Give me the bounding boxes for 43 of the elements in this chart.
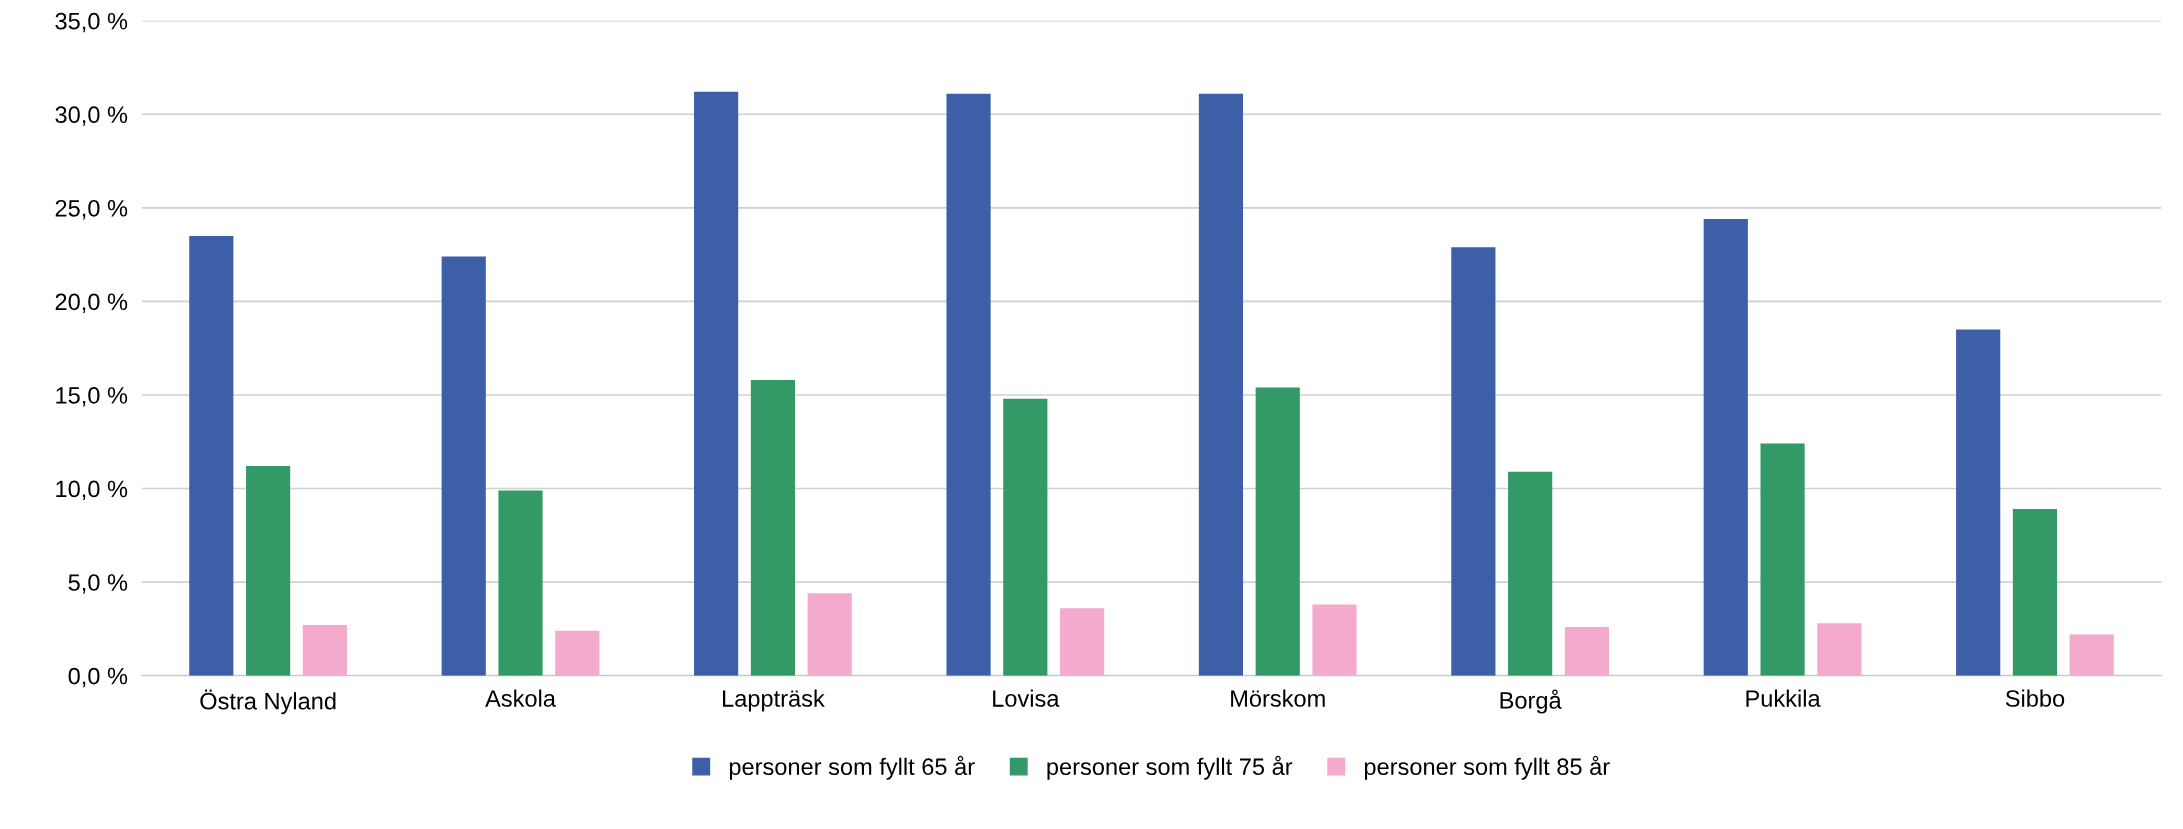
- bar: [694, 91, 739, 676]
- y-tick-label: 35,0 %: [55, 12, 128, 33]
- bar: [2069, 634, 2114, 676]
- y-tick-label: 25,0 %: [55, 199, 128, 220]
- bar: [246, 466, 291, 676]
- bar: [1255, 387, 1300, 676]
- y-tick-label: 20,0 %: [55, 293, 128, 313]
- x-tick-label: Borgå: [1500, 689, 1562, 714]
- x-tick-label: Mörskom: [1231, 689, 1325, 707]
- bar: [1003, 398, 1048, 676]
- bar: [189, 235, 234, 676]
- bar: [555, 630, 600, 676]
- legend-label: personer som fyllt 65 år: [729, 755, 975, 780]
- legend-label: personer som fyllt 85 år: [1364, 755, 1610, 780]
- bar: [498, 490, 543, 676]
- x-tick-label: Lovisa: [993, 689, 1060, 707]
- bar: [2012, 509, 2058, 676]
- bar: [946, 93, 991, 676]
- y-tick-label: 0,0 %: [68, 667, 128, 688]
- x-tick-label: Östra Nyland: [200, 689, 336, 715]
- bar: [1703, 219, 1748, 676]
- bar: [1312, 604, 1357, 676]
- x-tick-label: Pukkila: [1746, 689, 1821, 707]
- y-tick-label: 15,0 %: [56, 387, 128, 407]
- y-tick-label: 10,0 %: [56, 480, 128, 501]
- x-tick-label: Askola: [485, 689, 556, 707]
- bar: [1564, 626, 1610, 676]
- y-tick-label: 5,0 %: [68, 574, 128, 594]
- bar: [1817, 623, 1862, 676]
- bar: [1198, 93, 1244, 676]
- bar: [441, 256, 486, 676]
- bar: [1956, 329, 2001, 676]
- x-tick-label: Lappträsk: [723, 689, 825, 712]
- bar: [1508, 471, 1553, 676]
- legend-label: personer som fyllt 75 år: [1047, 755, 1293, 780]
- x-tick-label: Sibbo: [2005, 689, 2065, 707]
- bar: [807, 593, 852, 676]
- bar: [302, 625, 347, 676]
- bar: [1451, 247, 1496, 676]
- y-tick-label: 30,0 %: [55, 106, 128, 126]
- bar: [1760, 443, 1805, 676]
- bar: [1060, 608, 1105, 676]
- bar: [750, 379, 795, 676]
